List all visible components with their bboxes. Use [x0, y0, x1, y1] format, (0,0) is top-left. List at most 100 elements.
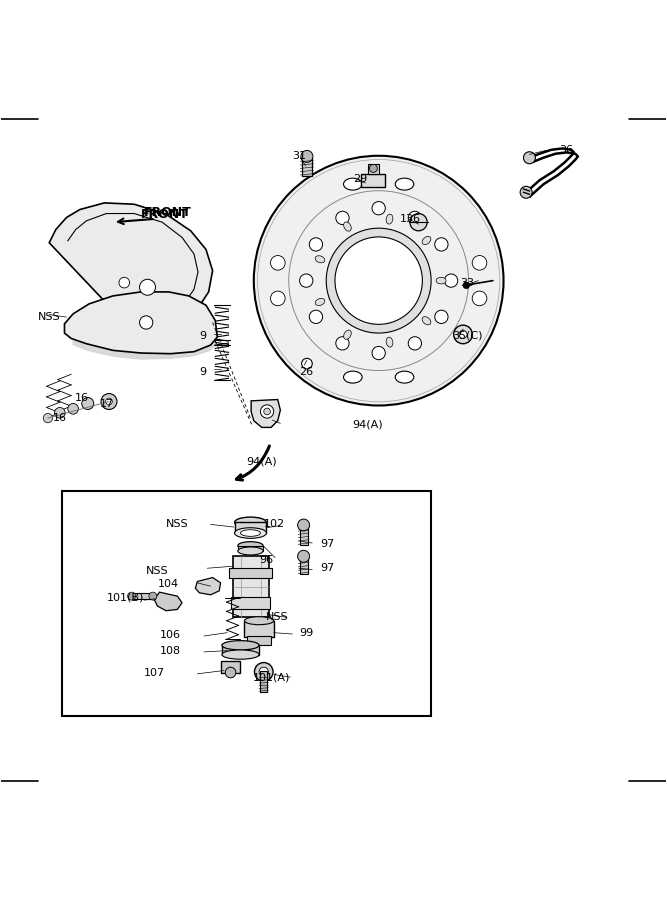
Text: NSS: NSS: [166, 519, 189, 529]
Polygon shape: [251, 400, 280, 428]
Ellipse shape: [386, 214, 393, 224]
Circle shape: [119, 277, 129, 288]
Circle shape: [372, 202, 386, 215]
Circle shape: [370, 165, 378, 173]
Circle shape: [309, 310, 323, 323]
Polygon shape: [65, 292, 217, 354]
Circle shape: [301, 358, 312, 369]
Circle shape: [520, 186, 532, 198]
Polygon shape: [154, 592, 182, 611]
Bar: [233, 556, 269, 617]
Ellipse shape: [396, 178, 414, 190]
Ellipse shape: [315, 256, 325, 263]
Ellipse shape: [436, 277, 446, 284]
Text: 29: 29: [354, 174, 368, 184]
Text: 31: 31: [292, 151, 306, 161]
Ellipse shape: [344, 330, 352, 339]
Polygon shape: [195, 578, 221, 595]
Bar: [260, 670, 267, 692]
Text: 16: 16: [75, 393, 89, 403]
Text: 107: 107: [144, 668, 165, 678]
Circle shape: [472, 256, 487, 270]
Ellipse shape: [344, 178, 362, 190]
Text: 108: 108: [159, 645, 181, 655]
Circle shape: [444, 274, 458, 287]
Circle shape: [336, 337, 349, 350]
Text: 136: 136: [400, 214, 421, 224]
Circle shape: [225, 667, 236, 678]
Circle shape: [463, 282, 470, 289]
Text: 36: 36: [560, 145, 574, 155]
Bar: [368, 165, 379, 174]
Text: FRONT: FRONT: [141, 208, 189, 220]
Circle shape: [454, 325, 472, 344]
Circle shape: [410, 213, 427, 230]
Bar: [247, 636, 271, 645]
Circle shape: [435, 238, 448, 251]
Circle shape: [105, 398, 112, 405]
Bar: [299, 558, 307, 574]
Bar: [245, 621, 273, 637]
Circle shape: [55, 408, 65, 418]
Ellipse shape: [245, 616, 273, 625]
Circle shape: [263, 409, 270, 415]
Circle shape: [435, 310, 448, 323]
Circle shape: [524, 152, 536, 164]
Text: 94(A): 94(A): [246, 457, 276, 467]
Circle shape: [326, 229, 431, 333]
Ellipse shape: [422, 237, 431, 245]
Ellipse shape: [344, 222, 352, 231]
Polygon shape: [51, 202, 210, 329]
Circle shape: [253, 156, 504, 406]
Circle shape: [259, 667, 268, 677]
Ellipse shape: [222, 650, 259, 659]
Text: NSS: NSS: [38, 312, 61, 322]
Bar: [221, 661, 240, 672]
Text: 17: 17: [99, 399, 114, 409]
Circle shape: [335, 237, 422, 324]
Ellipse shape: [222, 641, 259, 650]
Bar: [362, 174, 386, 187]
Circle shape: [127, 592, 135, 600]
Text: NSS: NSS: [146, 566, 169, 576]
Circle shape: [297, 519, 309, 531]
Bar: [238, 545, 263, 551]
Circle shape: [472, 291, 487, 306]
Bar: [299, 526, 307, 545]
Text: FRONT: FRONT: [144, 206, 192, 220]
Bar: [129, 593, 155, 599]
Text: 99: 99: [299, 627, 313, 638]
Text: NSS: NSS: [265, 612, 288, 623]
Ellipse shape: [396, 371, 414, 383]
Text: 104: 104: [157, 580, 179, 590]
Text: 35(C): 35(C): [452, 331, 482, 341]
Circle shape: [408, 212, 422, 224]
Circle shape: [372, 346, 386, 360]
Ellipse shape: [235, 518, 266, 527]
Ellipse shape: [422, 317, 431, 325]
Text: 94(A): 94(A): [352, 419, 383, 430]
Circle shape: [82, 398, 94, 410]
Ellipse shape: [315, 299, 325, 305]
Text: 96: 96: [259, 554, 273, 564]
Text: 102: 102: [263, 519, 285, 529]
Circle shape: [336, 212, 349, 224]
Ellipse shape: [344, 371, 362, 383]
Bar: [229, 568, 272, 578]
Text: 33: 33: [460, 277, 474, 288]
Ellipse shape: [238, 547, 263, 555]
Polygon shape: [49, 202, 213, 330]
Text: 16: 16: [53, 413, 67, 423]
Circle shape: [139, 316, 153, 329]
Circle shape: [271, 256, 285, 270]
Bar: [235, 522, 266, 533]
Circle shape: [101, 393, 117, 410]
Circle shape: [271, 291, 285, 306]
Circle shape: [309, 238, 323, 251]
Text: 26: 26: [299, 366, 313, 376]
Circle shape: [459, 330, 467, 338]
Circle shape: [301, 150, 313, 162]
Bar: [222, 645, 259, 654]
Circle shape: [408, 337, 422, 350]
Text: 101(B): 101(B): [106, 592, 143, 602]
